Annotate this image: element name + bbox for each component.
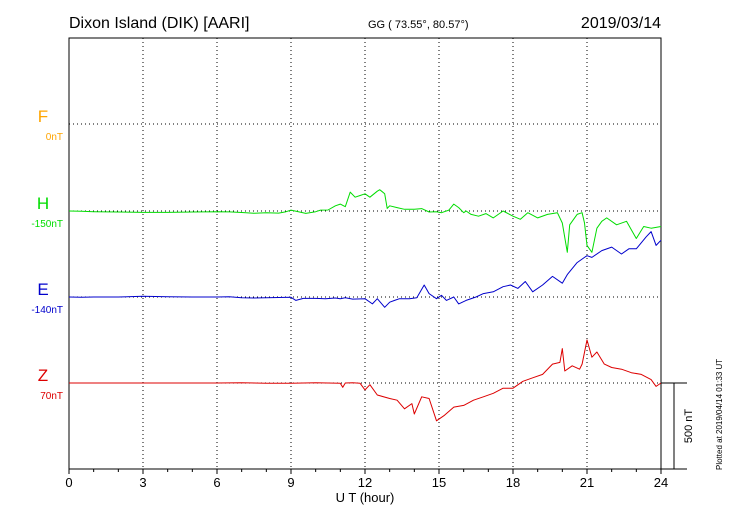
x-tick-label-3: 3 xyxy=(139,475,146,490)
x-tick-label-6: 6 xyxy=(213,475,220,490)
station-title: Dixon Island (DIK) [AARI] xyxy=(69,15,250,32)
x-tick-label-18: 18 xyxy=(506,475,520,490)
series-name-H: H xyxy=(37,194,49,213)
series-baseline-F: 0nT xyxy=(46,132,63,143)
series-trace-Z xyxy=(69,339,662,422)
scale-bar-label: 500 nT xyxy=(683,409,695,444)
series-name-F: F xyxy=(38,107,48,126)
series-name-E: E xyxy=(37,280,48,299)
x-axis-label: U T (hour) xyxy=(336,490,395,505)
series-name-Z: Z xyxy=(38,366,48,385)
plotted-note: Plotted at 2019/04/14 01:33 UT xyxy=(715,359,724,470)
scale-bar: 500 nT xyxy=(661,382,695,470)
series-trace-H xyxy=(68,189,662,253)
grid-lines xyxy=(69,38,661,469)
x-tick-label-0: 0 xyxy=(65,475,72,490)
x-tick-label-9: 9 xyxy=(287,475,294,490)
date-label: 2019/03/14 xyxy=(581,15,661,32)
series-traces xyxy=(68,189,662,422)
coordinates-label: GG ( 73.55°, 80.57°) xyxy=(368,19,469,31)
x-tick-label-24: 24 xyxy=(654,475,668,490)
series-trace-E xyxy=(68,231,662,308)
series-baseline-H: -150nT xyxy=(31,219,63,230)
x-axis: 0 3 6 9 12 15 18 21 24 xyxy=(65,469,668,490)
x-tick-label-12: 12 xyxy=(358,475,372,490)
series-labels: F 0nT H -150nT E -140nT Z 70nT xyxy=(31,107,63,402)
x-tick-label-15: 15 xyxy=(432,475,446,490)
series-baseline-Z: 70nT xyxy=(40,391,63,402)
series-baseline-E: -140nT xyxy=(31,305,63,316)
x-tick-label-21: 21 xyxy=(580,475,594,490)
